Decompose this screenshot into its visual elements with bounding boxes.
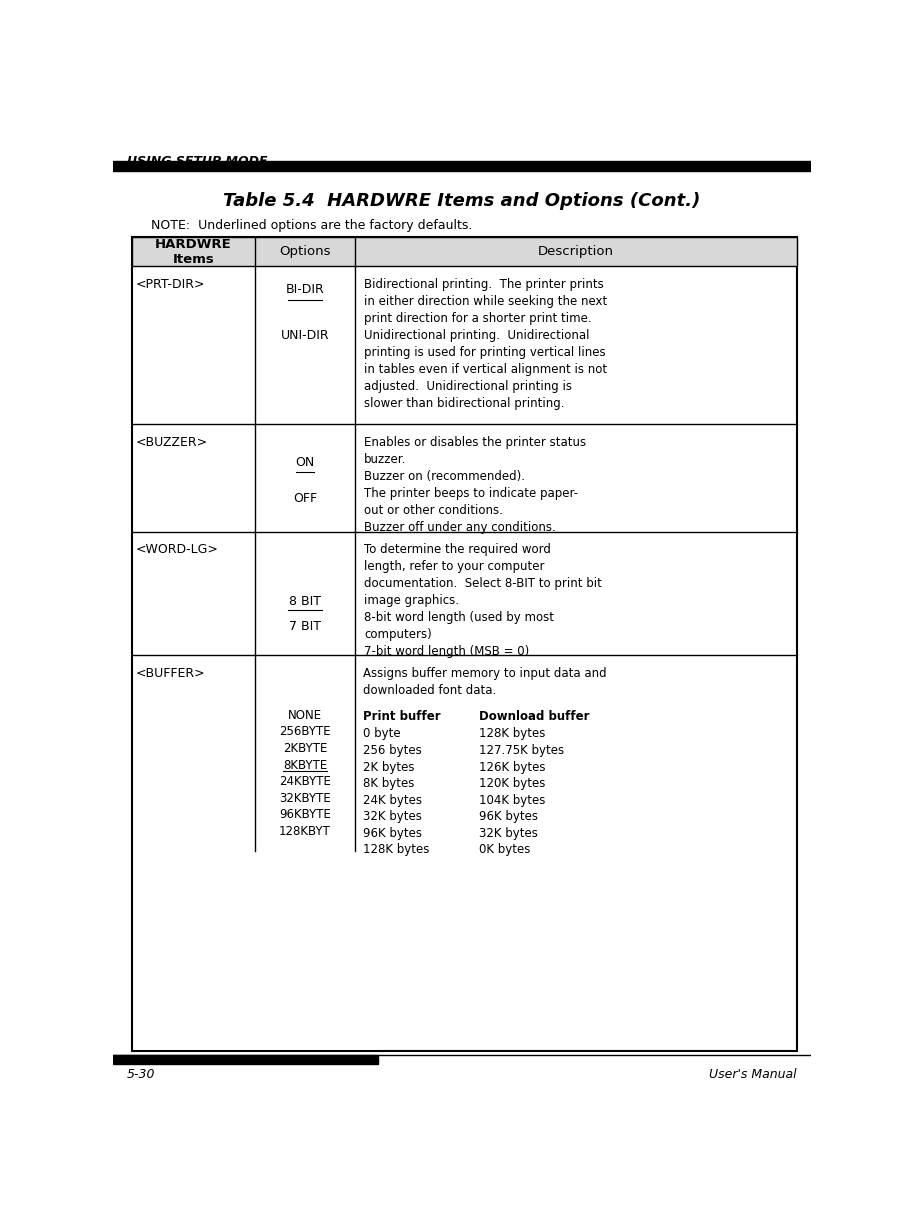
Text: 32KBYTE: 32KBYTE — [279, 792, 331, 804]
Text: 24K bytes: 24K bytes — [362, 793, 422, 807]
Text: 8 BIT: 8 BIT — [289, 595, 321, 608]
Text: 128K bytes: 128K bytes — [478, 728, 545, 740]
Text: 96K bytes: 96K bytes — [362, 826, 422, 840]
Text: 2KBYTE: 2KBYTE — [283, 742, 327, 755]
Text: User's Manual: User's Manual — [709, 1067, 797, 1081]
Text: 0K bytes: 0K bytes — [478, 843, 530, 857]
Text: Enables or disables the printer status
buzzer.
Buzzer on (recommended).
The prin: Enables or disables the printer status b… — [364, 436, 587, 533]
Text: Download buffer: Download buffer — [478, 711, 589, 723]
Text: To determine the required word
length, refer to your computer
documentation.  Se: To determine the required word length, r… — [364, 543, 602, 658]
Bar — [132, 237, 797, 267]
Text: <PRT-DIR>: <PRT-DIR> — [136, 277, 205, 291]
Text: 126K bytes: 126K bytes — [478, 761, 545, 774]
Text: Assigns buffer memory to input data and
downloaded font data.: Assigns buffer memory to input data and … — [362, 667, 606, 696]
Text: 127.75K bytes: 127.75K bytes — [478, 744, 564, 757]
Text: BI-DIR: BI-DIR — [286, 284, 324, 296]
Text: 256 bytes: 256 bytes — [362, 744, 422, 757]
Text: 96K bytes: 96K bytes — [478, 811, 538, 823]
Text: 32K bytes: 32K bytes — [362, 811, 422, 823]
Text: <BUFFER>: <BUFFER> — [136, 667, 205, 679]
Text: 32K bytes: 32K bytes — [478, 826, 538, 840]
Text: NOTE:  Underlined options are the factory defaults.: NOTE: Underlined options are the factory… — [151, 219, 473, 232]
Text: 8K bytes: 8K bytes — [362, 778, 414, 790]
Text: 5-30: 5-30 — [126, 1067, 155, 1081]
Text: 104K bytes: 104K bytes — [478, 793, 545, 807]
Text: UNI-DIR: UNI-DIR — [280, 330, 329, 342]
Text: <WORD-LG>: <WORD-LG> — [136, 543, 219, 556]
Text: 2K bytes: 2K bytes — [362, 761, 414, 774]
Text: 0 byte: 0 byte — [362, 728, 400, 740]
Text: 96KBYTE: 96KBYTE — [279, 808, 331, 821]
Text: <BUZZER>: <BUZZER> — [136, 436, 208, 449]
Text: 7 BIT: 7 BIT — [289, 621, 321, 633]
Text: ON: ON — [296, 456, 314, 470]
Bar — [132, 237, 797, 1050]
Text: Options: Options — [279, 245, 331, 258]
Bar — [113, 1055, 378, 1064]
Text: Bidirectional printing.  The printer prints
in either direction while seeking th: Bidirectional printing. The printer prin… — [364, 277, 607, 410]
Text: Description: Description — [538, 245, 614, 258]
Text: USING SETUP MODE: USING SETUP MODE — [126, 156, 267, 168]
Text: 256BYTE: 256BYTE — [279, 725, 331, 739]
Bar — [113, 161, 811, 170]
Text: 128KBYT: 128KBYT — [279, 825, 331, 837]
Text: Table 5.4  HARDWRE Items and Options (Cont.): Table 5.4 HARDWRE Items and Options (Con… — [223, 192, 700, 211]
Text: 24KBYTE: 24KBYTE — [279, 775, 331, 789]
Text: OFF: OFF — [293, 492, 317, 505]
Text: HARDWRE
Items: HARDWRE Items — [155, 237, 232, 265]
Text: 128K bytes: 128K bytes — [362, 843, 429, 857]
Text: 120K bytes: 120K bytes — [478, 778, 545, 790]
Text: Print buffer: Print buffer — [362, 711, 440, 723]
Text: NONE: NONE — [287, 710, 322, 722]
Text: 8KBYTE: 8KBYTE — [283, 758, 327, 772]
